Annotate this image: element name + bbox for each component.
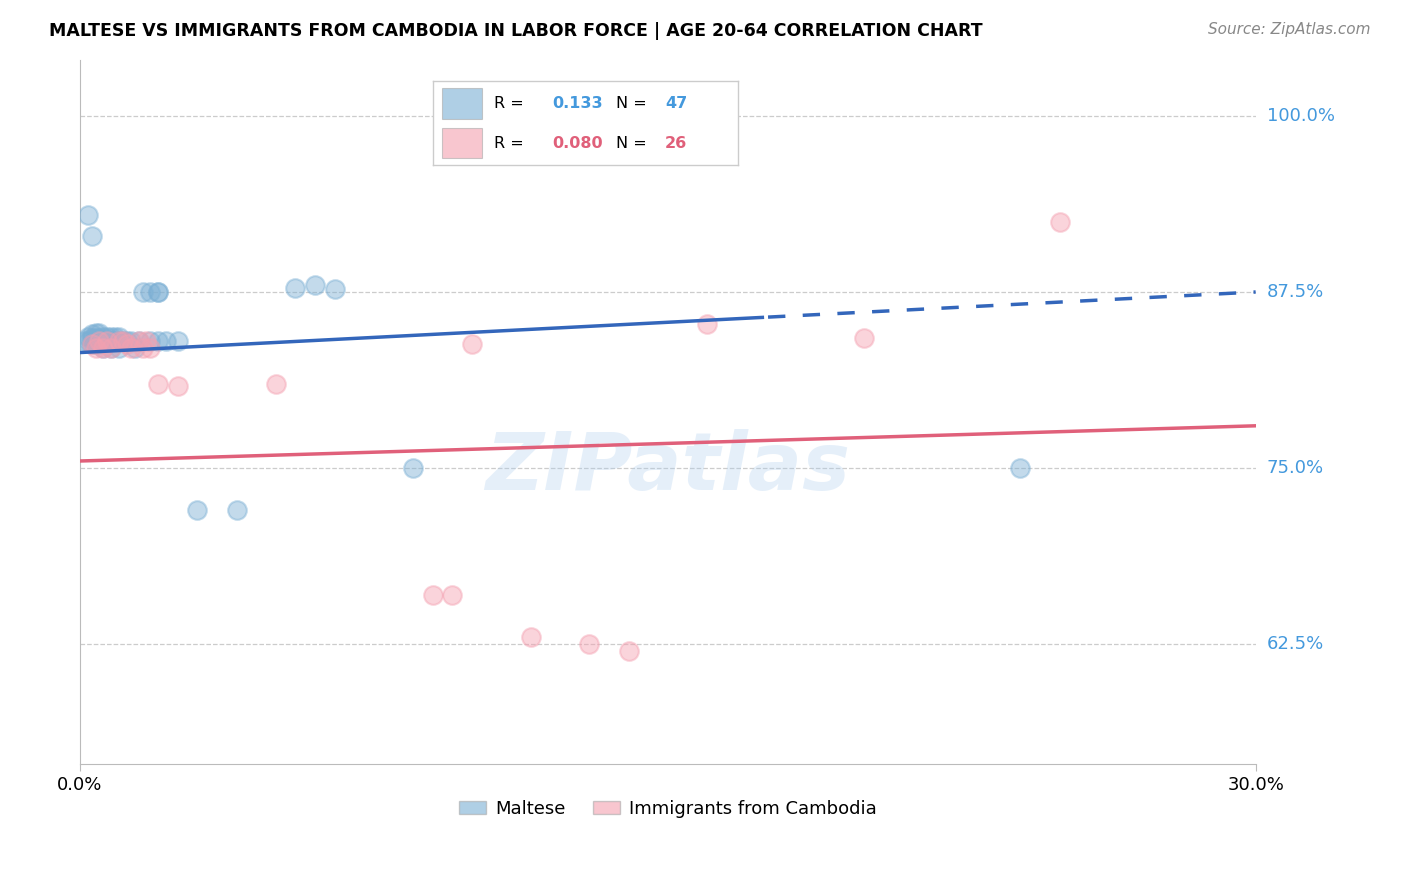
Point (96, 330, 118, 344)
Point (84, 331, 107, 345)
Point (852, 331, 875, 345)
Point (84, 342, 107, 356)
Point (139, 342, 162, 356)
Point (104, 334, 127, 349)
Point (104, 330, 127, 344)
Point (96, 334, 118, 349)
Point (73, 334, 96, 349)
Point (225, 503, 247, 517)
Point (148, 285, 170, 299)
Point (76, 330, 98, 344)
Point (131, 285, 153, 299)
Point (100, 342, 122, 356)
Point (93, 342, 115, 356)
Point (80, 337, 103, 351)
Point (128, 334, 150, 349)
Text: ZIPatlas: ZIPatlas (485, 429, 851, 507)
Point (124, 342, 146, 356)
Point (93, 334, 115, 349)
Point (128, 334, 150, 349)
Point (323, 282, 346, 296)
Text: 75.0%: 75.0% (1267, 459, 1324, 477)
Point (461, 337, 484, 351)
Point (100, 334, 122, 349)
Text: MALTESE VS IMMIGRANTS FROM CAMBODIA IN LABOR FORCE | AGE 20-64 CORRELATION CHART: MALTESE VS IMMIGRANTS FROM CAMBODIA IN L… (49, 22, 983, 40)
Point (89, 337, 111, 351)
Text: 62.5%: 62.5% (1267, 635, 1324, 653)
Point (89, 331, 111, 345)
Point (115, 334, 138, 349)
Point (186, 503, 208, 517)
Point (84, 326, 107, 340)
Point (166, 334, 188, 349)
Point (284, 281, 307, 295)
Point (76, 208, 98, 222)
Point (135, 334, 157, 349)
Point (441, 588, 464, 602)
Point (617, 644, 640, 658)
Point (148, 376, 170, 391)
Point (1049, 214, 1071, 228)
Point (696, 318, 718, 332)
Point (166, 379, 188, 393)
Point (422, 588, 444, 602)
Point (108, 342, 131, 356)
Text: Source: ZipAtlas.com: Source: ZipAtlas.com (1208, 22, 1371, 37)
Point (80, 337, 103, 351)
Point (108, 330, 131, 344)
Point (89, 334, 111, 349)
Point (402, 461, 425, 475)
Point (139, 285, 162, 299)
Point (155, 334, 177, 349)
Point (100, 342, 122, 356)
Text: 87.5%: 87.5% (1267, 283, 1324, 301)
Point (80, 228, 103, 243)
Point (120, 342, 142, 356)
Point (111, 334, 134, 349)
Point (108, 334, 131, 349)
Point (80, 327, 103, 342)
Point (93, 342, 115, 356)
Point (93, 330, 115, 344)
Point (111, 334, 134, 349)
Point (89, 326, 111, 340)
Point (148, 334, 170, 349)
Point (139, 334, 162, 349)
Point (120, 334, 142, 349)
Point (84, 337, 107, 351)
Point (131, 342, 153, 356)
Legend: Maltese, Immigrants from Cambodia: Maltese, Immigrants from Cambodia (451, 793, 884, 825)
Point (578, 637, 600, 651)
Point (115, 337, 138, 351)
Point (304, 277, 326, 292)
Point (80, 331, 103, 345)
Point (519, 630, 541, 644)
Point (108, 334, 131, 349)
Point (100, 330, 122, 344)
Point (96, 334, 118, 349)
Point (76, 334, 98, 349)
Point (1010, 461, 1032, 475)
Text: 100.0%: 100.0% (1267, 107, 1334, 125)
Point (264, 376, 287, 391)
Point (148, 285, 170, 299)
